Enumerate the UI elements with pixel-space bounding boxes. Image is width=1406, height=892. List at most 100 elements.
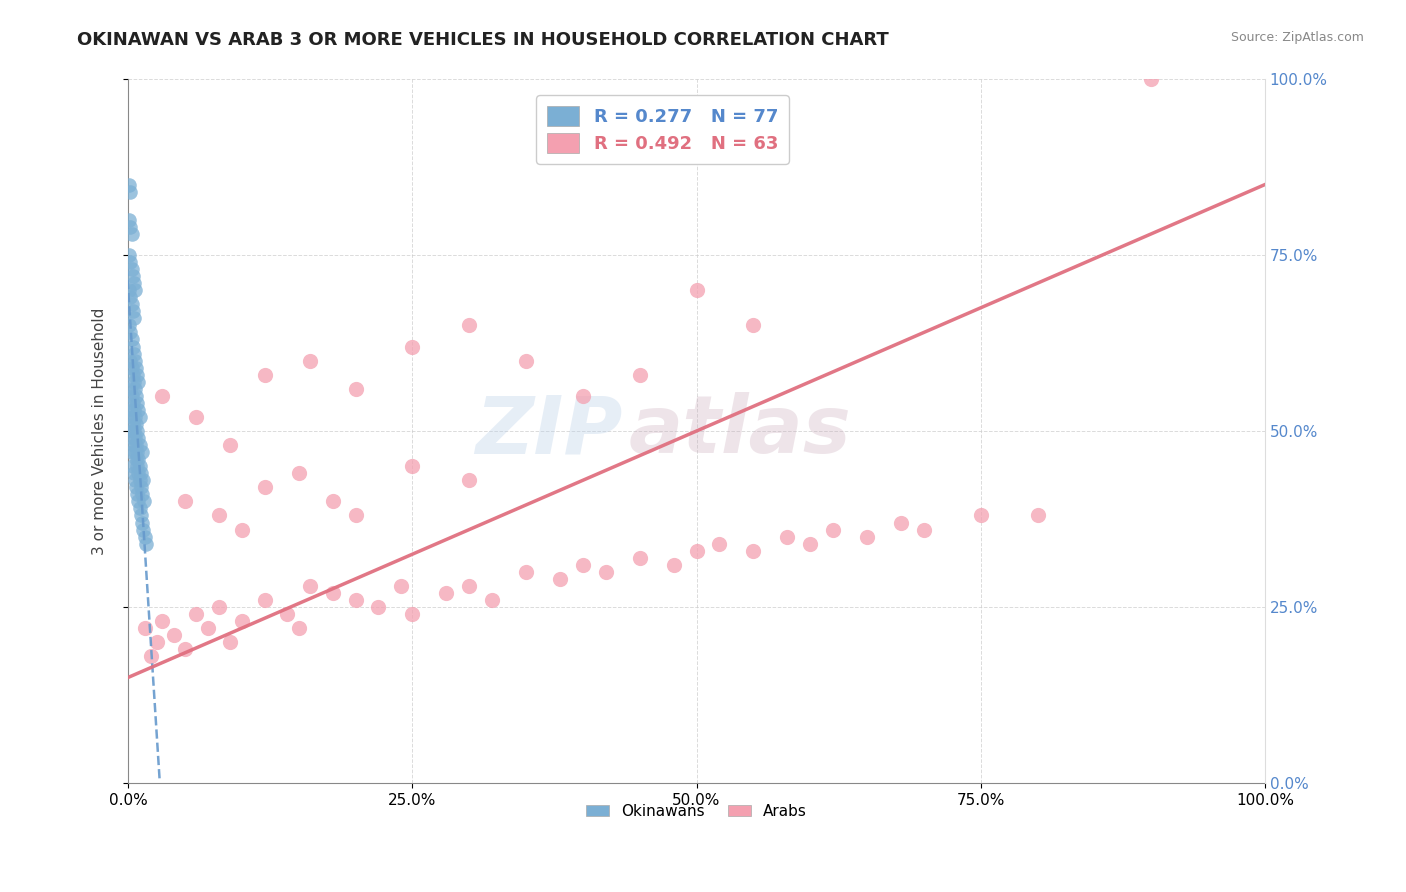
Point <box>742 543 765 558</box>
Point <box>125 480 148 494</box>
Point <box>134 530 156 544</box>
Point <box>197 621 219 635</box>
Point <box>121 431 143 445</box>
Point <box>367 600 389 615</box>
Point <box>481 593 503 607</box>
Point <box>186 409 208 424</box>
Point <box>120 353 142 368</box>
Point <box>122 424 145 438</box>
Point <box>219 635 242 649</box>
Point <box>401 607 423 621</box>
Point <box>127 375 149 389</box>
Point <box>515 353 537 368</box>
Point <box>458 473 481 487</box>
Point <box>128 438 150 452</box>
Legend: Okinawans, Arabs: Okinawans, Arabs <box>581 797 813 825</box>
Point <box>401 339 423 353</box>
Point <box>685 543 707 558</box>
Point <box>122 438 145 452</box>
Point <box>127 494 149 508</box>
Point <box>124 409 146 424</box>
Point <box>1026 508 1049 523</box>
Point <box>458 579 481 593</box>
Point <box>515 565 537 579</box>
Point <box>127 467 149 481</box>
Point <box>122 375 145 389</box>
Point <box>120 326 142 340</box>
Point <box>127 459 149 474</box>
Point <box>628 368 651 382</box>
Point <box>121 269 143 284</box>
Point <box>186 607 208 621</box>
Point <box>129 467 152 481</box>
Point <box>120 290 142 304</box>
Point <box>322 494 344 508</box>
Point <box>131 445 153 459</box>
Point <box>121 424 143 438</box>
Point <box>742 318 765 333</box>
Point <box>128 409 150 424</box>
Point <box>122 346 145 360</box>
Point <box>125 438 148 452</box>
Point <box>118 318 141 333</box>
Point <box>253 368 276 382</box>
Point <box>124 382 146 396</box>
Point <box>121 417 143 431</box>
Point <box>628 550 651 565</box>
Point <box>127 452 149 467</box>
Point <box>287 467 309 481</box>
Point <box>121 304 143 318</box>
Point <box>799 536 821 550</box>
Point <box>121 227 143 241</box>
Point <box>120 185 142 199</box>
Point <box>121 389 143 403</box>
Point <box>120 255 142 269</box>
Point <box>162 628 184 642</box>
Point <box>121 262 143 277</box>
Point <box>127 403 149 417</box>
Point <box>122 276 145 290</box>
Point <box>436 586 458 600</box>
Point <box>401 459 423 474</box>
Point <box>344 508 367 523</box>
Point <box>219 438 242 452</box>
Point <box>150 614 173 628</box>
Text: atlas: atlas <box>628 392 851 470</box>
Point <box>121 333 143 347</box>
Point <box>322 586 344 600</box>
Point <box>970 508 993 523</box>
Point <box>127 487 149 501</box>
Point <box>132 494 155 508</box>
Point <box>120 403 142 417</box>
Point <box>389 579 412 593</box>
Point <box>129 508 152 523</box>
Point <box>128 459 150 474</box>
Point <box>121 409 143 424</box>
Point <box>124 473 146 487</box>
Point <box>231 614 253 628</box>
Point <box>131 487 153 501</box>
Point <box>125 389 148 403</box>
Point <box>120 382 142 396</box>
Point <box>128 501 150 516</box>
Point <box>662 558 685 572</box>
Point <box>276 607 298 621</box>
Point <box>121 339 143 353</box>
Point <box>174 642 197 657</box>
Point <box>134 621 156 635</box>
Point <box>856 530 879 544</box>
Point <box>124 283 146 297</box>
Point <box>287 621 309 635</box>
Text: OKINAWAN VS ARAB 3 OR MORE VEHICLES IN HOUSEHOLD CORRELATION CHART: OKINAWAN VS ARAB 3 OR MORE VEHICLES IN H… <box>77 31 889 49</box>
Point <box>125 360 148 375</box>
Point <box>118 212 141 227</box>
Point <box>890 516 912 530</box>
Point <box>253 480 276 494</box>
Point <box>821 523 844 537</box>
Point <box>118 178 141 192</box>
Point <box>120 219 142 234</box>
Point <box>122 403 145 417</box>
Point <box>124 445 146 459</box>
Point <box>128 473 150 487</box>
Point <box>121 445 143 459</box>
